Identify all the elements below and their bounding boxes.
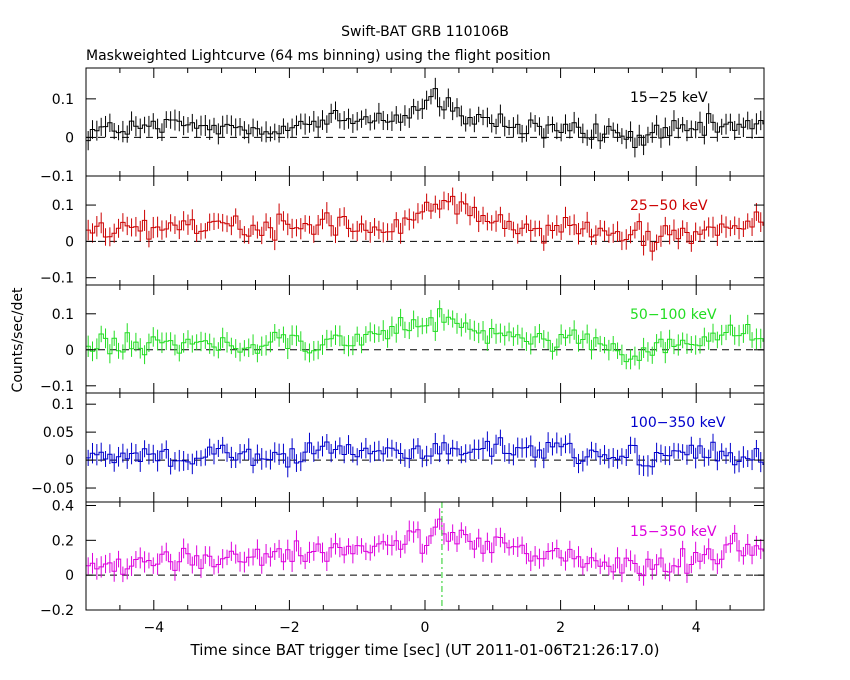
panel-2: −0.1 0 0.1 25−50 keV — [40, 175, 765, 287]
x-tick-label: 4 — [692, 620, 701, 636]
energy-band-label: 15−350 keV — [630, 524, 717, 540]
y-tick-label: 0.1 — [52, 397, 74, 413]
y-tick-label: 0 — [65, 343, 74, 359]
panel-1: −0.1 0 0.1 15−25 keV — [40, 67, 765, 185]
y-tick-label: −0.2 — [40, 603, 74, 619]
panel-4: −0.05 0 0.05 0.1 100−350 keV — [31, 392, 765, 503]
panel-frame — [85, 392, 765, 503]
x-tick-label: −4 — [143, 620, 164, 636]
energy-band-label: 25−50 keV — [630, 198, 708, 214]
y-axis-label: Counts/sec/det — [10, 287, 26, 392]
panel-stack: −0.1 0 0.1 15−25 keV −0.1 0 0.1 25−50 keV −0.1 0 0… — [31, 67, 765, 636]
x-tick-label: 0 — [421, 620, 430, 636]
panel-5: −0.2 0 0.2 0.4 15−350 keV — [40, 498, 765, 619]
chart-subtitle: Maskweighted Lightcurve (64 ms binning) … — [86, 48, 551, 64]
y-tick-label: 0 — [65, 453, 74, 469]
y-tick-label: 0 — [65, 130, 74, 146]
error-bars — [87, 508, 762, 586]
y-tick-label: −0.1 — [40, 169, 74, 185]
x-tick-label: −2 — [279, 620, 300, 636]
energy-band-label: 50−100 keV — [630, 307, 717, 323]
y-tick-label: 0 — [65, 568, 74, 584]
y-tick-label: 0.1 — [52, 92, 74, 108]
series-step-line — [86, 518, 764, 577]
y-tick-label: 0 — [65, 234, 74, 250]
series-step-line — [86, 195, 764, 252]
series-step-line — [86, 88, 764, 148]
y-tick-label: 0.1 — [52, 307, 74, 323]
y-tick-label: 0.2 — [52, 533, 74, 549]
x-axis-label: Time since BAT trigger time [sec] (UT 20… — [190, 641, 660, 659]
energy-band-label: 15−25 keV — [630, 90, 708, 106]
y-tick-label: −0.05 — [31, 481, 74, 497]
x-tick-label: 2 — [556, 620, 565, 636]
y-tick-label: 0.05 — [43, 425, 74, 441]
panel-3: −0.1 0 0.1 50−100 keV — [40, 284, 765, 395]
chart-title: Swift-BAT GRB 110106B — [341, 24, 509, 40]
y-tick-label: −0.1 — [40, 271, 74, 287]
y-tick-label: 0.4 — [52, 498, 74, 514]
y-tick-label: −0.1 — [40, 379, 74, 395]
energy-band-label: 100−350 keV — [630, 415, 726, 431]
series-step-line — [86, 437, 764, 468]
series-step-line — [86, 308, 764, 363]
y-tick-label: 0.1 — [52, 198, 74, 214]
